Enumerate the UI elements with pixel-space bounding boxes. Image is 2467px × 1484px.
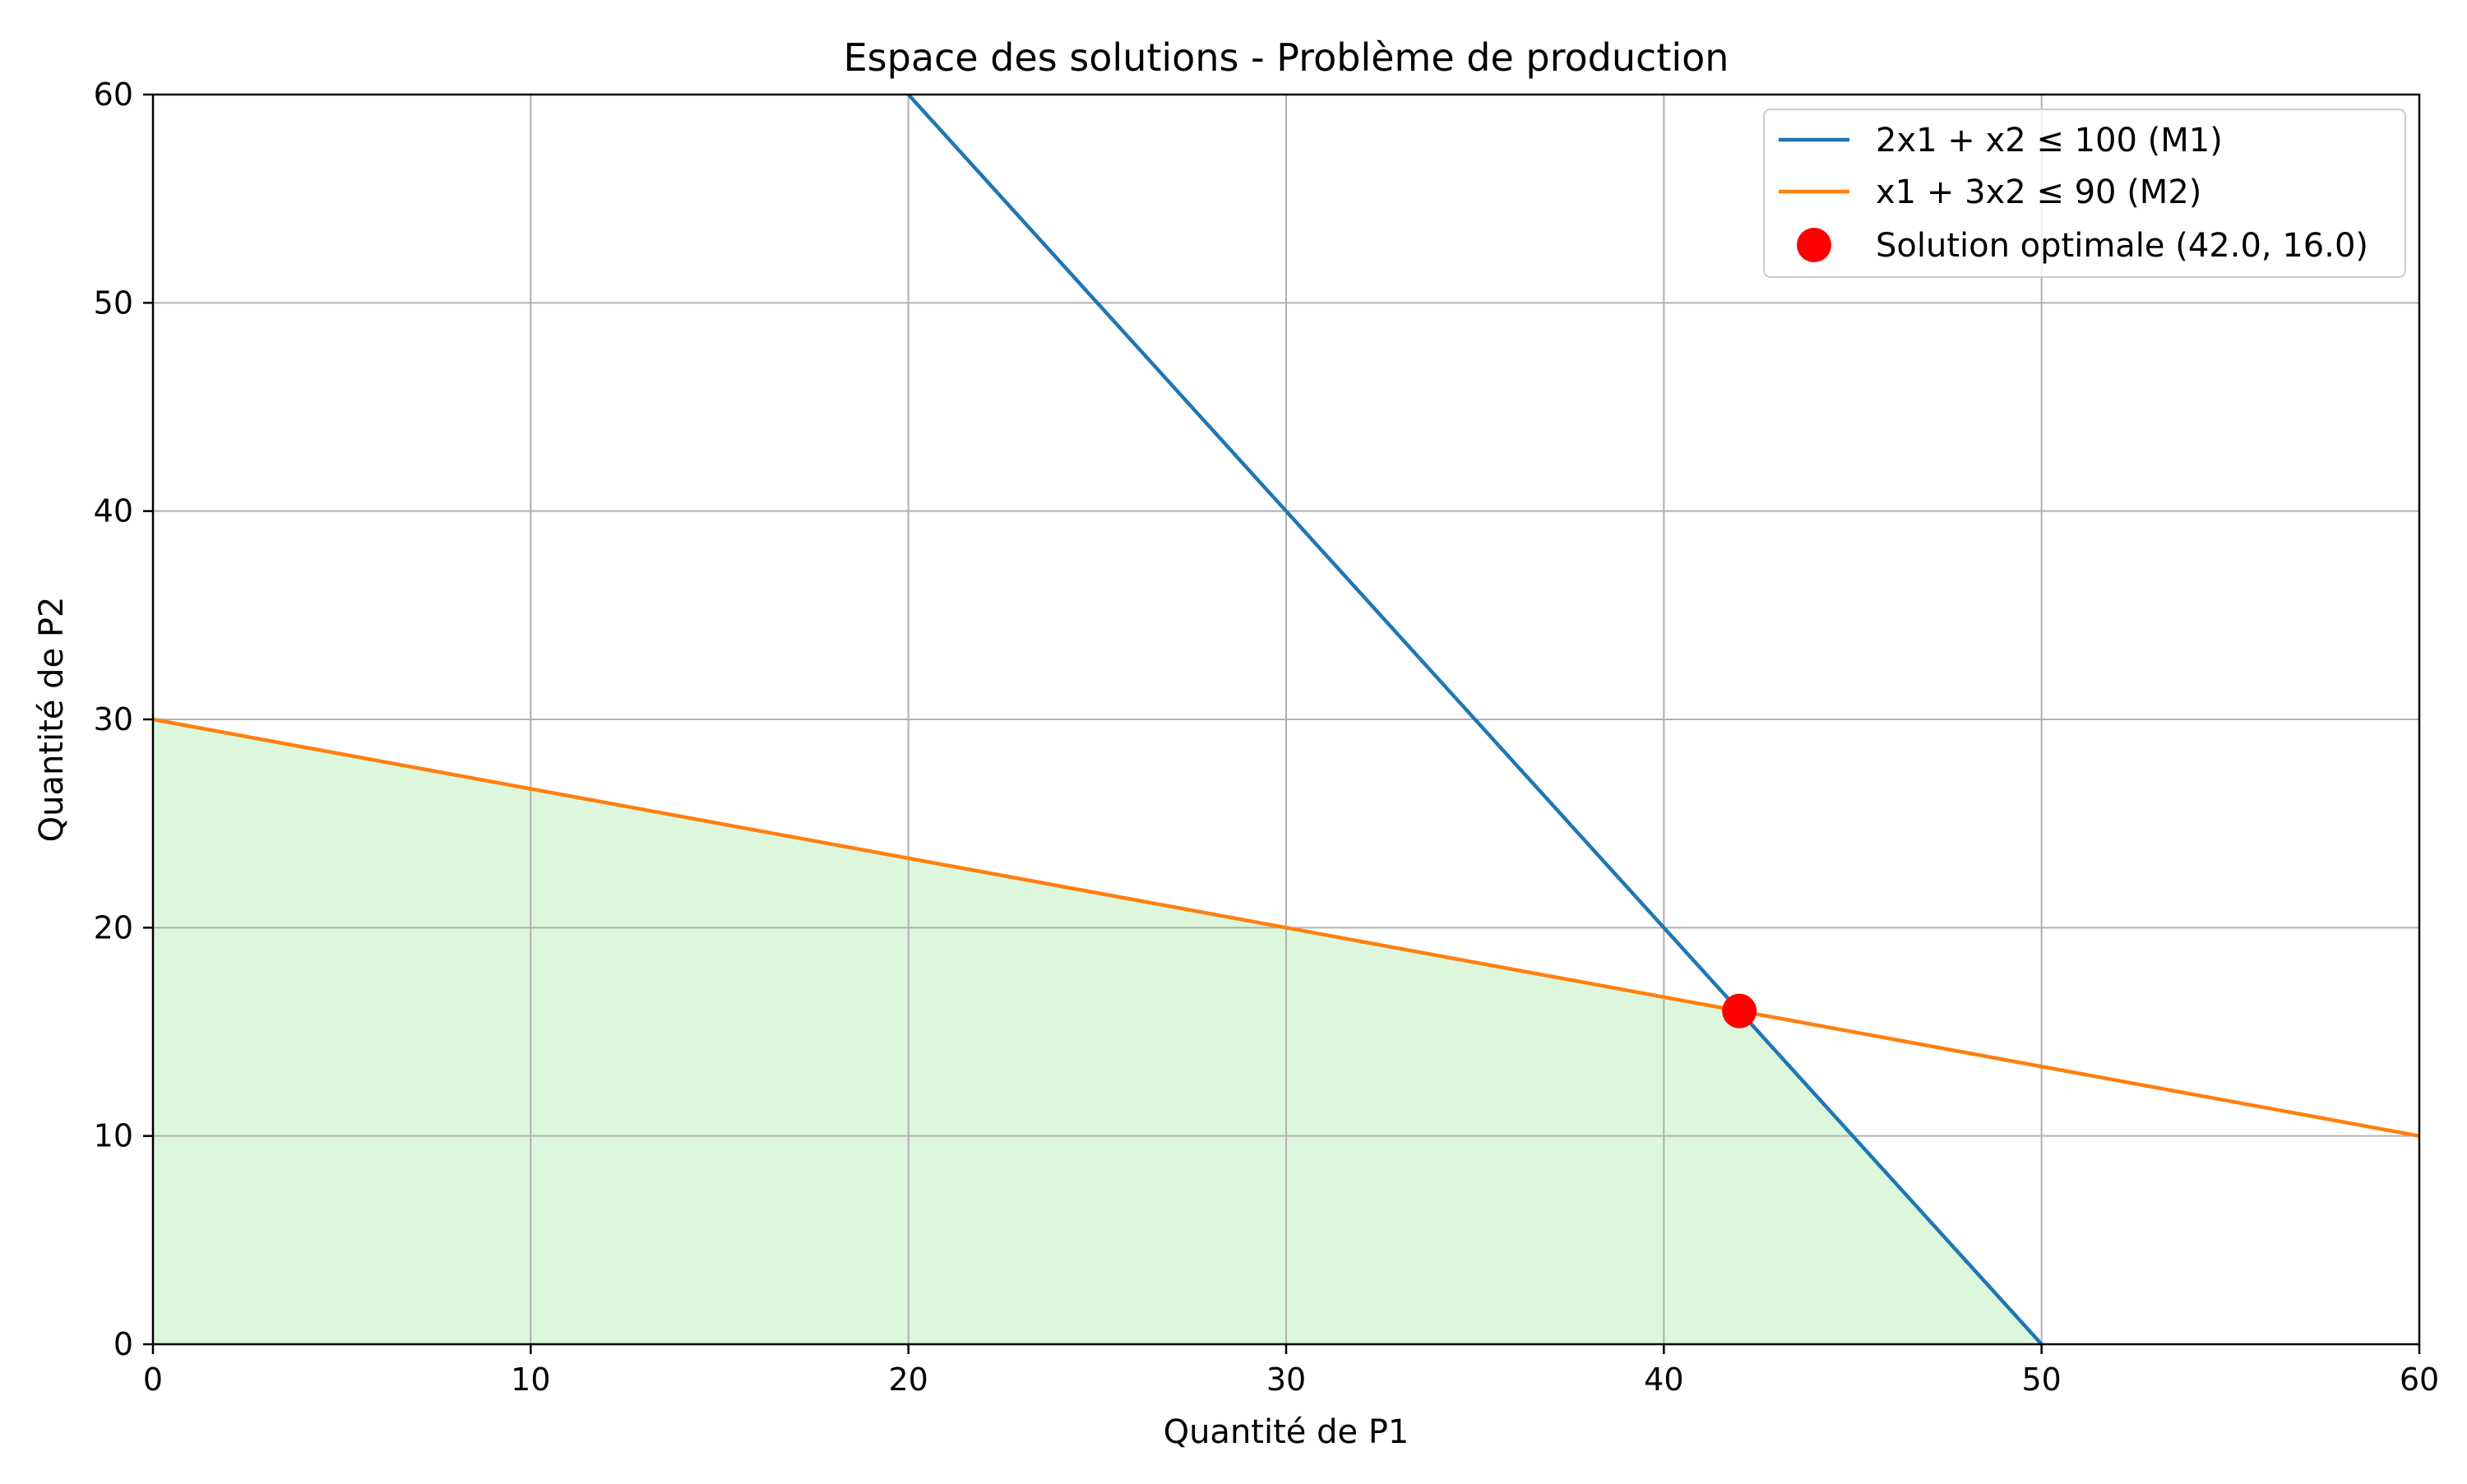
legend-box: [1763, 109, 2406, 278]
feasible-region: [153, 719, 2042, 1344]
legend-label-optimal: Solution optimale (42.0, 16.0): [1876, 227, 2368, 265]
x-tick-label: 60: [2400, 1361, 2439, 1398]
constraint-line-m1: [906, 93, 2043, 1346]
x-axis-label: Quantité de P1: [1164, 1413, 1409, 1451]
legend-marker-optimal: [1797, 228, 1831, 262]
y-axis-label: Quantité de P2: [33, 597, 71, 843]
y-tick-label: 20: [94, 909, 133, 945]
y-tick-label: 50: [94, 284, 133, 321]
y-tick-label: 60: [94, 76, 133, 113]
constraint-line-m2: [152, 717, 2420, 1138]
x-tick-label: 20: [888, 1361, 928, 1398]
optimal-point: [1722, 993, 1757, 1029]
chart-title: Espace des solutions - Problème de produ…: [844, 35, 1729, 80]
y-tick-label: 0: [113, 1326, 133, 1362]
x-tick-label: 0: [143, 1361, 163, 1398]
y-tick-label: 30: [94, 701, 133, 737]
legend-label-m1: 2x1 + x2 ≤ 100 (M1): [1876, 122, 2223, 159]
y-tick-label: 40: [94, 493, 133, 529]
x-tick-label: 40: [1644, 1361, 1683, 1398]
x-tick-label: 10: [511, 1361, 550, 1398]
series-layer: [152, 93, 2420, 1346]
x-tick-label: 50: [2021, 1361, 2061, 1398]
y-axis-ticks: 0 10 20 30 40 50 60: [94, 76, 153, 1362]
legend: 2x1 + x2 ≤ 100 (M1) x1 + 3x2 ≤ 90 (M2) S…: [1763, 109, 2406, 278]
feasible-region-layer: [153, 719, 2042, 1344]
optimal-point-layer: [1722, 993, 1757, 1029]
legend-label-m2: x1 + 3x2 ≤ 90 (M2): [1876, 173, 2201, 211]
x-axis-ticks: 0 10 20 30 40 50 60: [143, 1344, 2439, 1398]
x-tick-label: 30: [1266, 1361, 1306, 1398]
y-tick-label: 10: [94, 1118, 133, 1154]
